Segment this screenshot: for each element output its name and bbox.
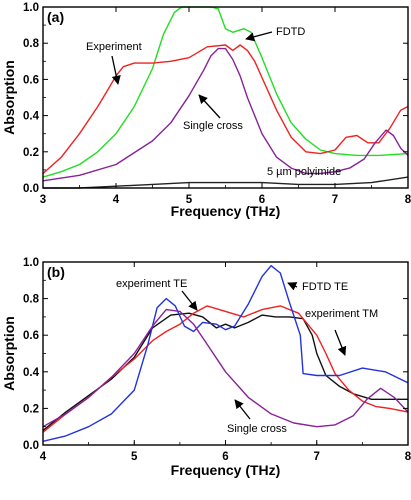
- annotation-arrow: [181, 290, 198, 311]
- y-tick-label: 0.0: [23, 440, 39, 452]
- annotation-label: 5 µm polyimide: [267, 166, 341, 178]
- annotation-arrow: [198, 94, 221, 119]
- y-tick-label: 0.4: [23, 111, 40, 123]
- x-tick-label: 5: [186, 194, 193, 206]
- x-tick-label: 4: [40, 451, 47, 463]
- annotation-arrow: [334, 329, 347, 356]
- annotation-label: Experiment: [86, 41, 142, 53]
- y-tick-label: 0.4: [23, 367, 40, 379]
- y-axis-title: Absorption: [1, 316, 17, 391]
- y-axis-title: Absorption: [1, 60, 17, 135]
- annotation-arrow: [234, 399, 251, 420]
- plot-frame: [42, 261, 409, 446]
- x-tick-label: 3: [40, 194, 46, 206]
- series-line: [43, 176, 409, 189]
- y-tick-label: 1.0: [23, 257, 39, 269]
- x-tick-label: 6: [259, 194, 265, 206]
- panel-label: (a): [47, 9, 64, 25]
- annotation-arrow: [245, 31, 273, 42]
- x-tick-label: 5: [131, 451, 138, 463]
- plot-frame: [42, 6, 409, 189]
- y-tick-label: 0.2: [23, 147, 39, 159]
- x-tick-label: 8: [405, 194, 411, 206]
- annotation-label: FDTD: [276, 26, 305, 38]
- y-tick-label: 0.6: [23, 330, 39, 342]
- x-tick-label: 6: [222, 451, 228, 463]
- x-tick-label: 7: [332, 194, 338, 206]
- x-tick-label: 4: [113, 194, 120, 206]
- series-line: [42, 308, 409, 428]
- annotation-label: experiment TM: [305, 308, 378, 320]
- annotation-label: experiment TE: [116, 278, 187, 290]
- series-line: [42, 305, 409, 433]
- y-tick-label: 0.0: [23, 183, 39, 195]
- series-line: [42, 265, 409, 442]
- annotation-label: Single cross: [183, 120, 243, 132]
- x-tick-label: 8: [405, 451, 411, 463]
- y-tick-label: 0.8: [23, 38, 40, 50]
- x-axis-title: Frequency (THz): [171, 203, 281, 219]
- y-tick-label: 1.0: [23, 2, 39, 14]
- annotation-label: FDTD TE: [302, 281, 348, 293]
- series-line: [42, 47, 409, 182]
- y-tick-label: 0.8: [23, 294, 40, 306]
- chart-panel-a: 3 4 5 6 7 8 0.0 0.2 0.4 0.6 0.8 1.0 Frequency (THz) A…: [1, 2, 411, 219]
- series-line: [42, 6, 409, 178]
- chart-panel-b: 4 5 6 7 8 0.0 0.2 0.4 0.6 0.8 1.0 Frequency (THz) Ab…: [1, 257, 411, 478]
- annotation-label: Single cross: [227, 423, 287, 435]
- panel-label: (b): [47, 264, 65, 280]
- y-tick-label: 0.6: [23, 74, 39, 86]
- x-tick-label: 7: [314, 451, 320, 463]
- annotation-arrow: [111, 55, 121, 85]
- annotation-arrow: [287, 282, 298, 291]
- y-tick-label: 0.2: [23, 403, 39, 415]
- series-line: [42, 312, 408, 431]
- x-axis-title: Frequency (THz): [171, 462, 281, 478]
- series-line: [42, 44, 409, 175]
